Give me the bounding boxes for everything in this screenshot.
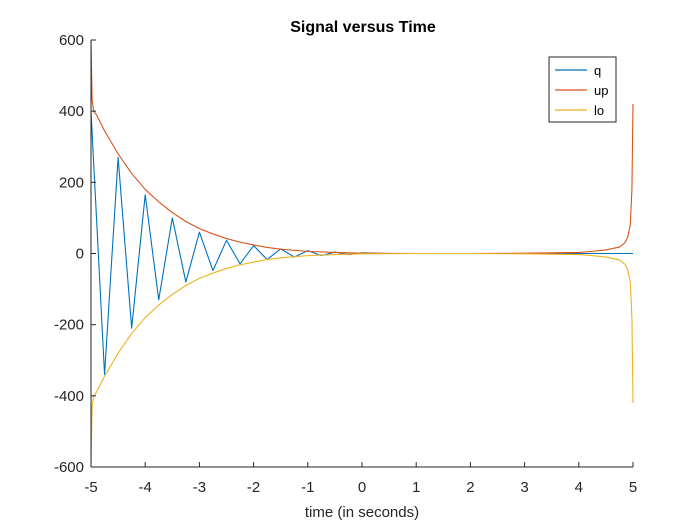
plot-area: -5 -4 -3 -2 -1 0 1 2 3 4 5 -600 -400 -200 0 200 400 600 [54,32,637,496]
series-layer [90,39,634,468]
series-line-lo [90,252,634,468]
x-tick-label: -5 [84,479,97,496]
x-tick-label: -3 [193,479,206,496]
legend-label-lo: lo [594,103,604,118]
legend-label-q: q [594,63,601,78]
x-tick-label: 0 [358,479,366,496]
x-tick-label: -1 [301,479,314,496]
y-tick-label: -600 [54,459,84,476]
y-tick-label: -200 [54,317,84,334]
y-tick-label: -400 [54,388,84,405]
axes-layer: -5 -4 -3 -2 -1 0 1 2 3 4 5 -600 -400 -200 0 200 400 600 [54,32,637,496]
x-tick-label: 5 [629,479,637,496]
legend: q up lo [548,56,617,123]
x-tick-label: -4 [139,479,152,496]
y-tick-label: 400 [59,103,84,120]
legend-label-up: up [594,83,608,98]
x-tick-label: 1 [412,479,420,496]
x-axis-label: time (in seconds) [305,504,419,521]
x-tick-label: -2 [247,479,260,496]
series-line-up [90,39,634,255]
chart-title: Signal versus Time [290,19,436,36]
y-tick-label: 0 [76,246,84,263]
x-tick-label: 4 [575,479,583,496]
x-tick-label: 2 [466,479,474,496]
y-tick-label: 600 [59,32,84,49]
y-tick-label: 200 [59,174,84,191]
x-tick-label: 3 [520,479,528,496]
